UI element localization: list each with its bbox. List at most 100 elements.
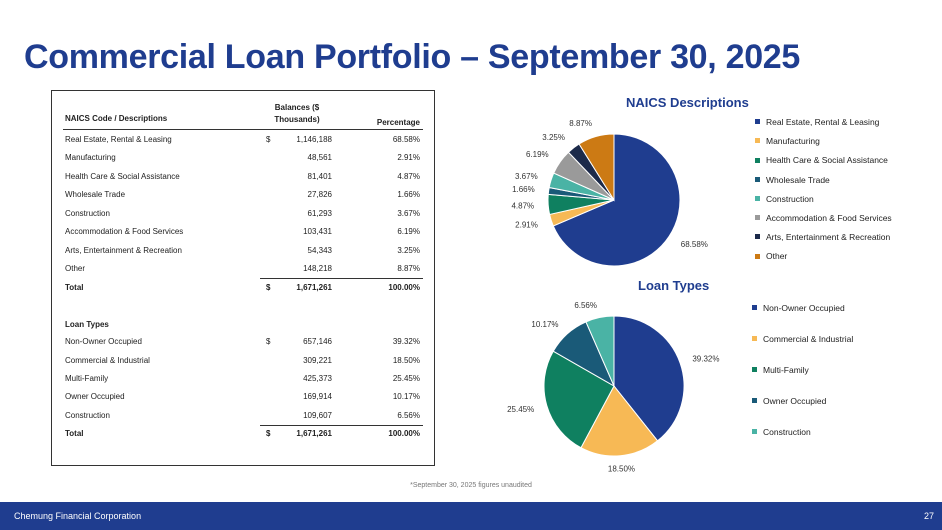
legend-item: Accommodation & Food Services xyxy=(755,213,892,223)
legend-label: Other xyxy=(766,251,788,262)
legend-label: Owner Occupied xyxy=(763,396,827,406)
legend-label: Construction xyxy=(763,427,811,437)
col-header-balances-line2: Thousands) xyxy=(274,115,320,124)
naics-chart-title: NAICS Descriptions xyxy=(626,95,749,110)
naics-row-percentage: 8.87% xyxy=(397,264,420,273)
naics-row-percentage: 2.91% xyxy=(397,153,420,162)
naics-row-dollar: $ xyxy=(266,135,271,144)
naics-row-percentage: 68.58% xyxy=(392,135,420,144)
pie-data-label: 68.58% xyxy=(681,240,708,249)
loan-type-row-percentage: 39.32% xyxy=(392,337,420,346)
naics-row-percentage: 3.67% xyxy=(397,209,420,218)
naics-legend: Real Estate, Rental & Leasing Manufacturi… xyxy=(755,117,935,267)
naics-row-percentage: 4.87% xyxy=(397,172,420,181)
naics-total-row-label: Total xyxy=(65,283,84,292)
loan-total-row-percentage: 100.00% xyxy=(388,429,420,438)
legend-item: Owner Occupied xyxy=(752,396,826,406)
legend-swatch xyxy=(752,305,757,311)
naics-pie-chart: 68.58% 2.91% 4.87% 1.66% 3.67% 6.19% 3.25% 8.87… xyxy=(511,119,708,267)
naics-row-label: Arts, Entertainment & Recreation xyxy=(65,246,182,255)
pie-data-label: 4.87% xyxy=(511,201,534,210)
footer-company: Chemung Financial Corporation xyxy=(14,511,142,521)
loan-type-row-label: Construction xyxy=(65,411,110,420)
legend-swatch xyxy=(755,157,760,163)
loan-types-pie-chart: 39.32% 18.50% 25.45% 10.17% 6.56% xyxy=(507,301,719,474)
loan-type-row-balance: 425,373 xyxy=(303,374,332,383)
legend-swatch xyxy=(755,253,760,259)
pie-slice xyxy=(585,315,615,387)
loan-type-row-dollar: $ xyxy=(266,337,271,346)
pie-data-label: 6.19% xyxy=(526,150,549,159)
loan-types-chart-title: Loan Types xyxy=(638,278,710,293)
legend-swatch xyxy=(752,367,757,373)
legend-label: Non-Owner Occupied xyxy=(763,303,845,313)
page-title: Commercial Loan Portfolio – September 30… xyxy=(24,38,801,76)
legend-label: Arts, Entertainment & Recreation xyxy=(766,232,891,243)
naics-row-percentage: 6.19% xyxy=(397,227,420,236)
naics-row-balance: 81,401 xyxy=(307,172,332,181)
loan-portfolio-table: NAICS Code / Descriptions Balances ($ Th… xyxy=(51,90,435,466)
pie-data-label: 3.25% xyxy=(542,133,565,142)
legend-item: Health Care & Social Assistance xyxy=(755,155,888,165)
naics-row-balance: 1,146,188 xyxy=(296,135,332,144)
col-header-balances-line1: Balances ($ xyxy=(274,103,320,112)
loan-total-row-dollar: $ xyxy=(266,429,271,438)
legend-label: Wholesale Trade xyxy=(766,174,830,185)
loan-type-row-balance: 309,221 xyxy=(303,356,332,365)
legend-label: Multi-Family xyxy=(763,365,809,375)
naics-row-percentage: 1.66% xyxy=(397,190,420,199)
pie-data-label: 10.17% xyxy=(531,320,558,329)
legend-item: Manufacturing xyxy=(755,136,820,146)
naics-total-row-dollar: $ xyxy=(266,283,271,292)
legend-item: Real Estate, Rental & Leasing xyxy=(755,117,879,127)
legend-label: Commercial & Industrial xyxy=(763,334,854,344)
pie-data-label: 2.91% xyxy=(515,221,538,230)
legend-item: Other xyxy=(755,251,787,261)
pie-slice xyxy=(613,315,685,442)
legend-label: Accommodation & Food Services xyxy=(766,213,892,223)
naics-row-label: Health Care & Social Assistance xyxy=(65,172,180,181)
pie-data-label: 25.45% xyxy=(507,405,534,414)
legend-label: Real Estate, Rental & Leasing xyxy=(766,117,880,127)
legend-swatch xyxy=(752,336,757,342)
loan-total-row-balance: 1,671,261 xyxy=(296,429,332,438)
naics-total-row-balance: 1,671,261 xyxy=(296,283,332,292)
naics-row-balance: 48,561 xyxy=(307,153,332,162)
pie-slice xyxy=(578,133,615,202)
loan-type-row-balance: 657,146 xyxy=(303,337,332,346)
loan-type-row-percentage: 18.50% xyxy=(392,356,420,365)
pie-data-label: 39.32% xyxy=(692,355,719,364)
loan-total-row-label: Total xyxy=(65,429,84,438)
loan-type-row-label: Owner Occupied xyxy=(65,392,125,401)
loan-type-row-percentage: 6.56% xyxy=(397,411,420,420)
footer-bar: Chemung Financial Corporation 27 xyxy=(0,502,942,530)
legend-swatch xyxy=(752,398,757,404)
legend-swatch xyxy=(755,119,760,125)
footnote: *September 30, 2025 figures unaudited xyxy=(410,482,532,489)
legend-item: Multi-Family xyxy=(752,365,809,375)
legend-item: Commercial & Industrial xyxy=(752,334,853,344)
legend-swatch xyxy=(752,429,757,435)
legend-item: Non-Owner Occupied xyxy=(752,303,845,313)
legend-label: Construction xyxy=(766,193,814,204)
legend-swatch xyxy=(755,215,760,221)
naics-row-balance: 61,293 xyxy=(307,209,332,218)
loan-type-row-percentage: 25.45% xyxy=(392,374,420,383)
loan-type-row-percentage: 10.17% xyxy=(392,392,420,401)
pie-data-label: 3.67% xyxy=(515,172,538,181)
pie-slice xyxy=(552,133,681,267)
pie-slice xyxy=(580,385,659,457)
legend-item: Wholesale Trade xyxy=(755,175,830,185)
legend-item: Construction xyxy=(755,194,814,204)
legend-swatch xyxy=(755,176,760,182)
loan-type-row-label: Non-Owner Occupied xyxy=(65,337,142,346)
loan-subtotal-rule xyxy=(260,425,423,426)
loan-type-row-balance: 169,914 xyxy=(303,392,332,401)
legend-item: Construction xyxy=(752,427,811,437)
naics-row-balance: 27,826 xyxy=(307,190,332,199)
pie-data-label: 1.66% xyxy=(512,185,535,194)
naics-row-label: Real Estate, Rental & Leasing xyxy=(65,135,172,144)
col-header-percentage: Percentage xyxy=(376,118,420,127)
page-number: 27 xyxy=(923,511,934,521)
naics-total-row-percentage: 100.00% xyxy=(388,283,420,292)
